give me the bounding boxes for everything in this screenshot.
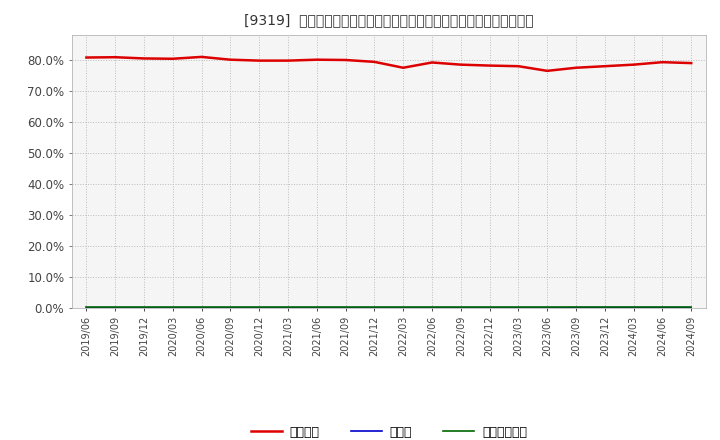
繰延税金資産 (485, 304, 494, 310)
自己資本 (140, 56, 148, 61)
のれん (284, 305, 292, 311)
繰延税金資産 (197, 304, 206, 310)
のれん (82, 305, 91, 311)
自己資本 (197, 54, 206, 59)
繰延税金資産 (399, 304, 408, 310)
自己資本 (284, 58, 292, 63)
のれん (428, 305, 436, 311)
繰延税金資産 (428, 304, 436, 310)
のれん (255, 305, 264, 311)
のれん (687, 305, 696, 310)
のれん (370, 305, 379, 311)
自己資本 (687, 60, 696, 66)
自己資本 (485, 63, 494, 68)
繰延税金資産 (312, 304, 321, 310)
繰延税金資産 (82, 304, 91, 310)
自己資本 (658, 59, 667, 65)
自己資本 (312, 57, 321, 62)
のれん (600, 305, 609, 310)
繰延税金資産 (629, 304, 638, 310)
自己資本 (543, 68, 552, 73)
のれん (140, 305, 148, 311)
自己資本 (456, 62, 465, 67)
のれん (111, 305, 120, 311)
自己資本 (255, 58, 264, 63)
繰延税金資産 (543, 304, 552, 310)
繰延税金資産 (600, 304, 609, 310)
のれん (572, 305, 580, 310)
繰延税金資産 (255, 304, 264, 310)
のれん (312, 305, 321, 311)
Legend: 自己資本, のれん, 繰延税金資産: 自己資本, のれん, 繰延税金資産 (246, 421, 532, 440)
Title: [9319]  自己資本、のれん、繰延税金資産の総資産に対する比率の推移: [9319] 自己資本、のれん、繰延税金資産の総資産に対する比率の推移 (244, 13, 534, 27)
Line: 自己資本: 自己資本 (86, 57, 691, 71)
繰延税金資産 (370, 304, 379, 310)
自己資本 (629, 62, 638, 67)
自己資本 (341, 57, 350, 62)
自己資本 (82, 55, 91, 60)
自己資本 (111, 55, 120, 60)
のれん (485, 305, 494, 311)
のれん (456, 305, 465, 311)
のれん (543, 305, 552, 311)
繰延税金資産 (514, 304, 523, 310)
繰延税金資産 (111, 304, 120, 310)
繰延税金資産 (168, 304, 177, 310)
繰延税金資産 (658, 304, 667, 310)
のれん (399, 305, 408, 311)
のれん (341, 305, 350, 311)
繰延税金資産 (341, 304, 350, 310)
自己資本 (370, 59, 379, 65)
繰延税金資産 (572, 304, 580, 310)
繰延税金資産 (284, 304, 292, 310)
のれん (658, 305, 667, 310)
自己資本 (399, 65, 408, 70)
繰延税金資産 (456, 304, 465, 310)
繰延税金資産 (140, 304, 148, 310)
のれん (197, 305, 206, 311)
のれん (514, 305, 523, 311)
自己資本 (572, 65, 580, 70)
自己資本 (428, 60, 436, 65)
繰延税金資産 (687, 304, 696, 310)
自己資本 (168, 56, 177, 62)
のれん (168, 305, 177, 311)
繰延税金資産 (226, 304, 235, 310)
のれん (226, 305, 235, 311)
自己資本 (514, 63, 523, 69)
のれん (629, 305, 638, 310)
自己資本 (226, 57, 235, 62)
自己資本 (600, 63, 609, 69)
